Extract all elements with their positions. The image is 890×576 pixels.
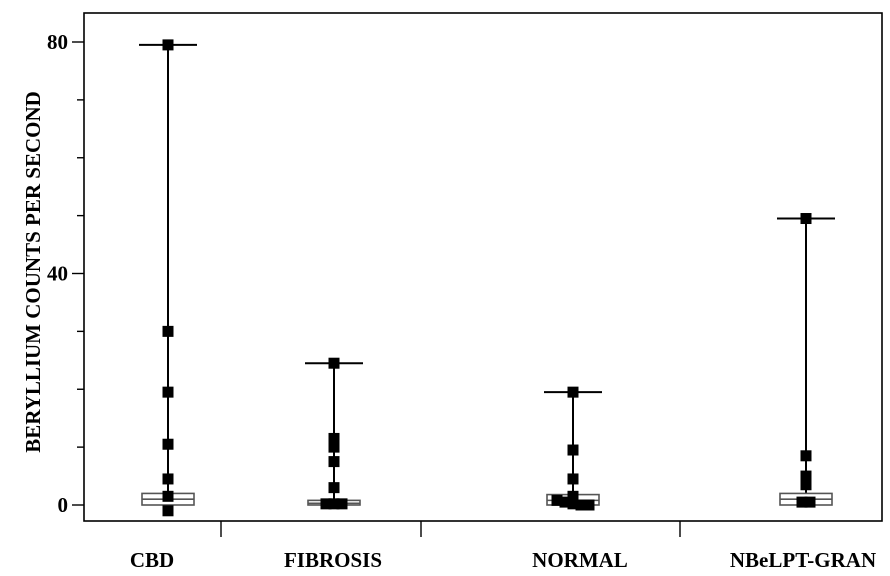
data-point (162, 325, 174, 337)
data-point (800, 450, 812, 462)
data-point (162, 490, 174, 502)
group-fibrosis (305, 357, 363, 510)
data-point (162, 438, 174, 450)
y-axis-title: BERYLLIUM COUNTS PER SECOND (21, 91, 45, 453)
data-point (796, 496, 808, 508)
data-point (800, 470, 812, 482)
group-cbd (139, 39, 197, 517)
x-category-label: FIBROSIS (284, 548, 382, 572)
labels: CBD FIBROSIS NORMAL NBeLPT-GRAN BERYLLIUM CO… (21, 91, 876, 572)
data-point (328, 432, 340, 444)
data-point (567, 498, 579, 510)
data-point (575, 499, 587, 511)
group-nbelpt-gran (777, 213, 835, 508)
data-point (551, 494, 563, 506)
x-category-label: CBD (130, 548, 174, 572)
data-point (559, 496, 571, 508)
data-point (567, 490, 579, 502)
data-groups (139, 39, 835, 517)
y-tick-label: 40 (47, 262, 68, 286)
data-point (800, 479, 812, 491)
data-point (162, 473, 174, 485)
data-point (336, 498, 348, 510)
plot-frame (83, 12, 883, 522)
x-category-label: NORMAL (532, 548, 628, 572)
data-point (320, 498, 332, 510)
data-point (328, 456, 340, 468)
y-tick-label: 80 (47, 30, 68, 54)
data-point (328, 482, 340, 494)
data-point (162, 505, 174, 517)
data-point (567, 473, 579, 485)
data-point (328, 498, 340, 510)
group-normal (544, 386, 602, 511)
x-category-label: NBeLPT-GRAN (730, 548, 876, 572)
data-point (162, 39, 174, 51)
data-point (567, 386, 579, 398)
data-point (328, 357, 340, 369)
data-point (162, 386, 174, 398)
y-tick-label: 0 (58, 493, 69, 517)
data-point (567, 444, 579, 456)
axes: 0 40 80 (47, 12, 883, 537)
data-point (800, 213, 812, 225)
data-point (804, 496, 816, 508)
data-point (583, 499, 595, 511)
data-point (328, 441, 340, 453)
